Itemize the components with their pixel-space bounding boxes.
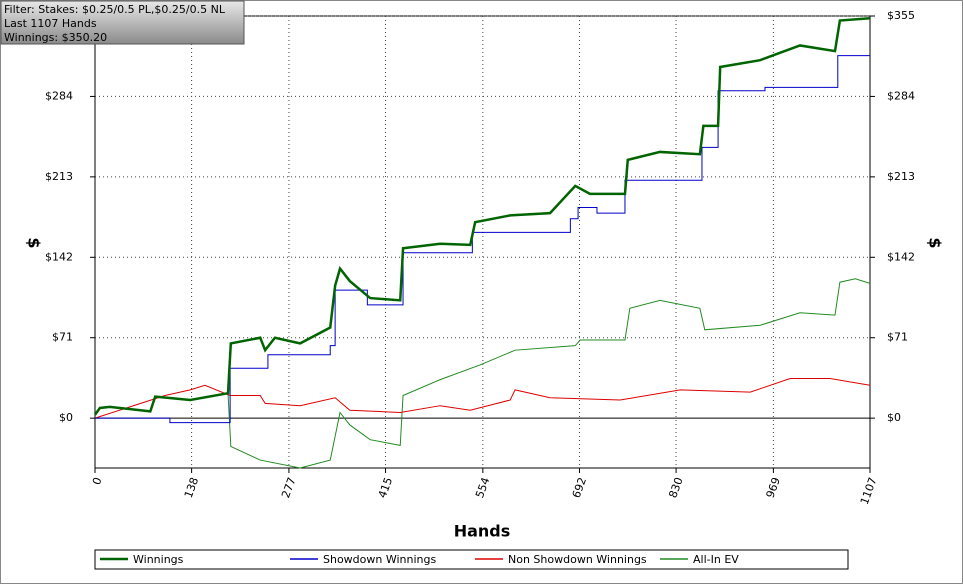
y2-tick-label: $71 [887,331,908,344]
y2-tick-label: $355 [887,9,915,22]
filter-box [0,0,245,45]
filter-text: Winnings: $350.20 [4,31,107,44]
y2-tick-label: $0 [887,411,901,424]
y-axis-label: $ [25,237,44,248]
legend-label: All-In EV [693,553,739,566]
y2-axis-label: $ [926,237,945,248]
y2-tick-label: $284 [887,89,915,102]
y-tick-label: $0 [59,411,73,424]
x-axis-label: Hands [454,522,511,541]
y2-tick-label: $213 [887,170,915,183]
y-tick-label: $71 [52,331,73,344]
y2-tick-label: $142 [887,250,915,263]
filter-text: Last 1107 Hands [4,17,97,30]
y-tick-label: $142 [45,250,73,263]
legend-label: Non Showdown Winnings [508,553,647,566]
series-line [93,17,871,416]
y-tick-label: $213 [45,170,73,183]
legend-label: Showdown Winnings [323,553,437,566]
legend-label: Winnings [133,553,184,566]
y-tick-label: $284 [45,89,73,102]
x-tick-label: 0 [90,476,105,487]
legend [94,549,849,570]
series-line [94,378,871,419]
filter-text: Filter: Stakes: $0.25/0.5 PL,$0.25/0.5 N… [4,3,226,16]
